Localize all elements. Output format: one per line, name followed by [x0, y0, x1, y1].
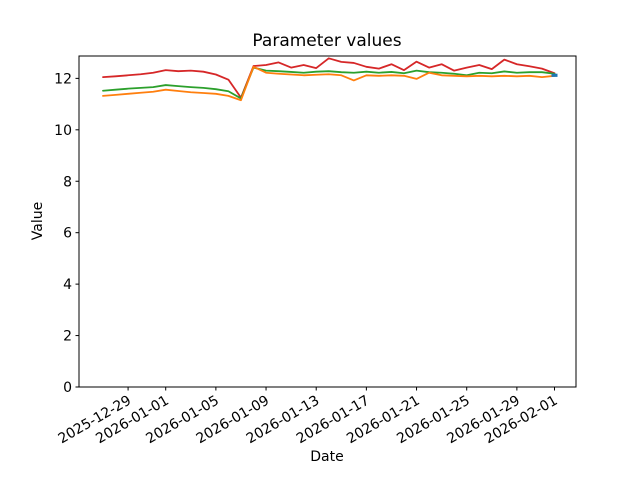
chart-title: Parameter values: [252, 31, 401, 51]
y-tick-label: 8: [63, 174, 72, 190]
y-tick-label: 10: [54, 123, 72, 139]
y-tick-label: 6: [63, 226, 72, 242]
y-axis-label: Value: [30, 202, 46, 240]
y-tick-label: 12: [54, 71, 72, 87]
series-param-green-line: [102, 66, 556, 100]
y-tick-label: 0: [63, 380, 72, 396]
y-tick-label: 4: [63, 277, 72, 293]
x-axis-label: Date: [310, 449, 343, 465]
series-param-red-line: [102, 57, 556, 99]
series-param-orange-line: [102, 65, 556, 102]
plot-area: 0246810122025-12-292026-01-012026-01-052…: [54, 55, 577, 447]
y-tick-label: 2: [63, 329, 72, 345]
axes-spines: [78, 55, 577, 388]
